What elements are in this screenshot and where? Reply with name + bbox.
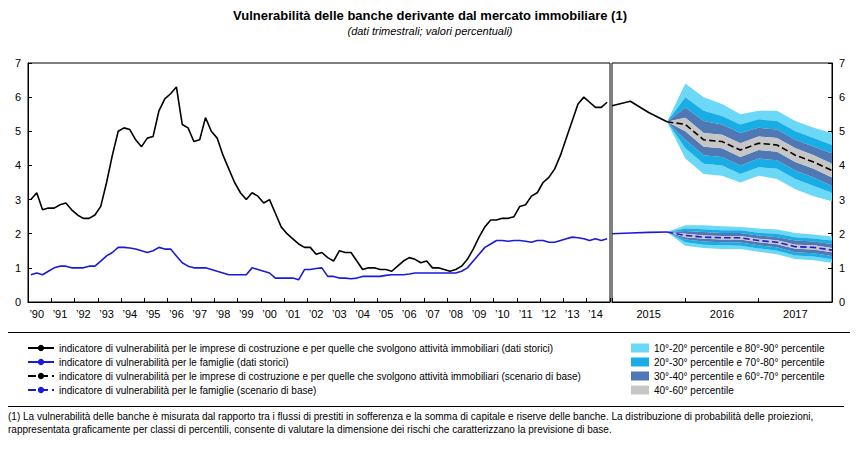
svg-text:2015: 2015 — [636, 308, 660, 320]
svg-text:’99: ’99 — [239, 308, 254, 320]
svg-text:2: 2 — [839, 228, 845, 240]
svg-text:’14: ’14 — [588, 308, 603, 320]
svg-text:indicatore di vulnerabilità pe: indicatore di vulnerabilità per le famig… — [59, 357, 289, 368]
svg-text:’06: ’06 — [402, 308, 417, 320]
svg-text:40°-60° percentile: 40°-60° percentile — [654, 385, 734, 396]
svg-text:’12: ’12 — [542, 308, 557, 320]
svg-text:2: 2 — [15, 228, 21, 240]
svg-text:’00: ’00 — [262, 308, 277, 320]
svg-text:’97: ’97 — [192, 308, 207, 320]
svg-text:7: 7 — [839, 57, 845, 69]
svg-text:’13: ’13 — [565, 308, 580, 320]
svg-text:20°-30° percentile e 70°-80° p: 20°-30° percentile e 70°-80° percentile — [654, 357, 825, 368]
svg-text:indicatore di vulnerabilità pe: indicatore di vulnerabilità per le impre… — [59, 371, 581, 382]
svg-text:Vulnerabilità delle banche der: Vulnerabilità delle banche derivante dal… — [233, 8, 627, 23]
svg-text:0: 0 — [15, 296, 21, 308]
svg-text:6: 6 — [15, 91, 21, 103]
svg-text:’93: ’93 — [99, 308, 114, 320]
svg-text:’02: ’02 — [309, 308, 324, 320]
svg-text:7: 7 — [15, 57, 21, 69]
svg-text:’11: ’11 — [519, 308, 533, 320]
svg-text:’98: ’98 — [216, 308, 231, 320]
svg-text:’95: ’95 — [146, 308, 161, 320]
svg-text:4: 4 — [839, 159, 845, 171]
svg-text:4: 4 — [15, 159, 21, 171]
svg-text:10°-20° percentile e 80°-90° p: 10°-20° percentile e 80°-90° percentile — [654, 343, 825, 354]
svg-text:’91: ’91 — [53, 308, 68, 320]
svg-text:’08: ’08 — [448, 308, 463, 320]
svg-text:’90: ’90 — [29, 308, 44, 320]
svg-text:’05: ’05 — [379, 308, 394, 320]
svg-text:1: 1 — [839, 262, 845, 274]
svg-text:’07: ’07 — [425, 308, 440, 320]
svg-text:5: 5 — [839, 125, 845, 137]
svg-text:’03: ’03 — [332, 308, 347, 320]
svg-text:5: 5 — [15, 125, 21, 137]
svg-text:3: 3 — [15, 194, 21, 206]
svg-text:’94: ’94 — [123, 308, 138, 320]
svg-text:’96: ’96 — [169, 308, 184, 320]
svg-text:’09: ’09 — [472, 308, 487, 320]
svg-text:2017: 2017 — [783, 308, 807, 320]
svg-text:1: 1 — [15, 262, 21, 274]
svg-text:0: 0 — [839, 296, 845, 308]
svg-text:(dati trimestrali; valori perc: (dati trimestrali; valori percentuali) — [347, 25, 512, 37]
svg-text:indicatore di vulnerabilità pe: indicatore di vulnerabilità per le famig… — [59, 385, 316, 396]
svg-text:6: 6 — [839, 91, 845, 103]
svg-text:’04: ’04 — [355, 308, 370, 320]
svg-text:’10: ’10 — [495, 308, 510, 320]
svg-text:indicatore di vulnerabilità pe: indicatore di vulnerabilità per le impre… — [59, 343, 553, 354]
svg-text:’92: ’92 — [76, 308, 91, 320]
svg-text:3: 3 — [839, 194, 845, 206]
svg-text:2016: 2016 — [710, 308, 734, 320]
svg-text:30°-40° percentile e 60°-70° p: 30°-40° percentile e 60°-70° percentile — [654, 371, 825, 382]
html-text:(1) La vulnerabilità delle ban: (1) La vulnerabilità delle banche è misu… — [8, 411, 814, 435]
svg-text:’01: ’01 — [285, 308, 300, 320]
